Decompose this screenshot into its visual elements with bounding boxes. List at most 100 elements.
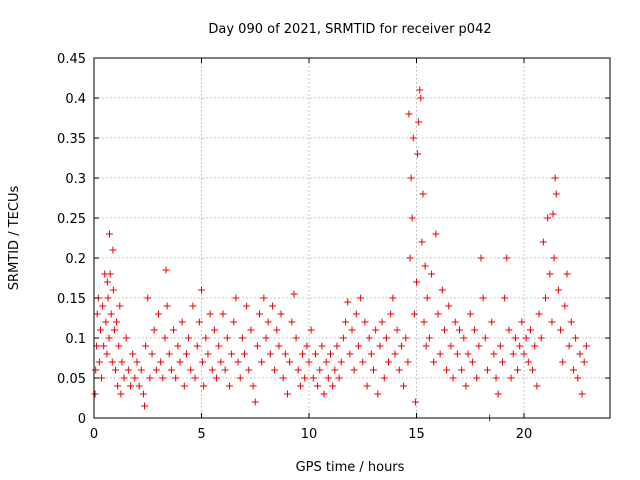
x-axis-label: GPS time / hours (296, 460, 405, 475)
data-point (331, 366, 339, 374)
data-point (144, 294, 152, 302)
data-point (309, 374, 317, 382)
data-point (434, 310, 442, 318)
data-point (191, 374, 199, 382)
data-point (350, 366, 358, 374)
data-point (391, 350, 399, 358)
y-tick-label: 0.25 (57, 212, 86, 227)
data-point (122, 334, 130, 342)
data-point (503, 254, 511, 262)
data-point (152, 366, 160, 374)
data-point (537, 334, 545, 342)
data-point (249, 382, 257, 390)
data-point (114, 382, 122, 390)
data-point (189, 302, 197, 310)
y-tick-label: 0.35 (57, 132, 86, 147)
data-point (481, 334, 489, 342)
data-point (567, 318, 575, 326)
data-point (296, 382, 304, 390)
data-point (418, 238, 426, 246)
data-point (533, 382, 541, 390)
data-point (335, 374, 343, 382)
data-point (582, 342, 590, 350)
data-point (499, 358, 506, 366)
data-point (333, 342, 341, 350)
data-point (223, 334, 231, 342)
data-point (404, 358, 412, 366)
data-point (348, 326, 356, 334)
data-point (307, 326, 315, 334)
data-point (204, 350, 212, 358)
data-point (400, 382, 408, 390)
data-point (146, 374, 154, 382)
y-tick-label: 0.1 (65, 332, 86, 347)
data-point (423, 294, 431, 302)
data-point (96, 326, 104, 334)
data-point (370, 366, 377, 374)
data-point (563, 270, 571, 278)
data-point (108, 358, 116, 366)
data-point (161, 334, 169, 342)
data-point (451, 318, 459, 326)
y-tick-label: 0.3 (65, 172, 86, 187)
y-tick-label: 0.4 (65, 92, 86, 107)
data-points (91, 86, 590, 422)
data-point (352, 310, 360, 318)
data-point (286, 358, 294, 366)
chart-title: Day 090 of 2021, SRMTID for receiver p04… (208, 22, 491, 37)
data-point (221, 366, 229, 374)
data-point (417, 94, 425, 102)
data-point (374, 390, 382, 398)
data-point (243, 302, 251, 310)
y-tick-label: 0 (78, 412, 86, 427)
data-point (314, 382, 322, 390)
data-point (539, 238, 547, 246)
data-point (414, 150, 422, 158)
data-point (411, 398, 419, 406)
data-point (440, 326, 448, 334)
data-point (206, 310, 214, 318)
data-point (217, 358, 225, 366)
data-point (337, 358, 345, 366)
data-point (120, 374, 128, 382)
data-point (425, 334, 433, 342)
data-point (468, 358, 476, 366)
data-point (407, 174, 415, 182)
data-point (195, 318, 203, 326)
data-point (548, 318, 556, 326)
data-point (420, 318, 428, 326)
data-point (572, 334, 580, 342)
data-point (148, 350, 156, 358)
data-point (380, 374, 388, 382)
data-point (301, 374, 309, 382)
data-point (258, 358, 266, 366)
data-point (107, 310, 115, 318)
data-point (163, 302, 171, 310)
data-point (514, 366, 522, 374)
data-point (266, 350, 274, 358)
data-point (199, 358, 207, 366)
data-point (544, 214, 552, 222)
data-point (124, 366, 132, 374)
data-point (176, 358, 184, 366)
data-point (133, 358, 141, 366)
data-point (524, 358, 532, 366)
data-point (260, 294, 268, 302)
data-point (557, 326, 565, 334)
data-point (453, 350, 461, 358)
data-point (549, 210, 557, 218)
data-point (443, 366, 451, 374)
data-point (103, 350, 111, 358)
data-point (110, 326, 118, 334)
data-point (241, 350, 248, 358)
data-point (327, 350, 334, 358)
data-point (378, 318, 386, 326)
data-point (339, 334, 347, 342)
data-point (294, 366, 302, 374)
data-point (213, 374, 221, 382)
data-point (187, 366, 195, 374)
data-point (552, 190, 560, 198)
data-point (318, 342, 326, 350)
data-point (109, 246, 117, 254)
data-point (520, 350, 528, 358)
